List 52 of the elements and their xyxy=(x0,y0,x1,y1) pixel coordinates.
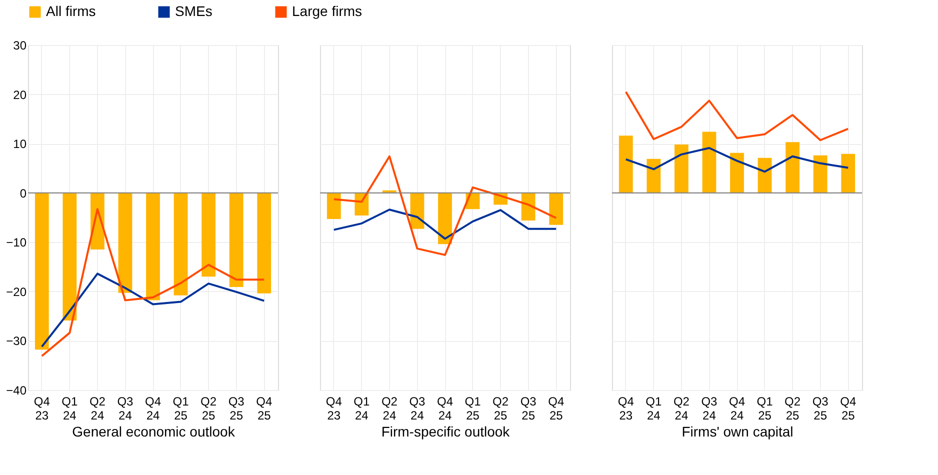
x-tick-label: Q2 25 xyxy=(200,394,217,422)
x-tick-label: Q2 24 xyxy=(673,394,690,422)
x-axis-title: Firms' own capital xyxy=(682,424,794,440)
bar xyxy=(841,154,856,193)
x-tick-label: Q1 24 xyxy=(354,394,370,422)
x-tick-label: Q4 23 xyxy=(34,394,50,422)
x-tick-label: Q3 24 xyxy=(701,394,718,422)
x-tick-label: Q4 23 xyxy=(326,394,342,422)
x-tick-label: Q2 25 xyxy=(784,394,801,422)
x-tick-label: Q1 25 xyxy=(464,394,482,422)
x-tick-label: Q4 25 xyxy=(548,394,564,422)
x-tick-label: Q1 25 xyxy=(172,394,190,422)
y-tick-label: 10 xyxy=(13,137,27,152)
x-axis-title: Firm-specific outlook xyxy=(381,424,511,440)
x-tick-label: Q4 23 xyxy=(618,394,634,422)
x-tick-label: Q1 24 xyxy=(62,394,78,422)
bar xyxy=(758,158,772,193)
line-series xyxy=(40,208,266,357)
x-tick-label: Q3 25 xyxy=(812,394,829,422)
x-tick-label: Q4 25 xyxy=(256,394,272,422)
y-tick-label: 30 xyxy=(13,38,27,52)
bar xyxy=(646,158,661,193)
x-tick-label: Q2 25 xyxy=(492,394,509,422)
line-series xyxy=(40,272,266,348)
legend-label: SMEs xyxy=(175,3,212,19)
y-tick-label: −10 xyxy=(6,236,27,250)
legend-label: All firms xyxy=(46,3,96,19)
bar xyxy=(786,142,800,193)
x-tick-label: Q3 24 xyxy=(117,394,134,422)
y-tick-label: 0 xyxy=(20,186,27,200)
x-tick-label: Q3 25 xyxy=(228,394,245,422)
bar xyxy=(618,136,633,193)
bar xyxy=(813,155,828,193)
bar xyxy=(702,132,716,193)
x-tick-label: Q2 24 xyxy=(89,394,106,422)
x-tick-label: Q4 24 xyxy=(728,394,746,422)
y-tick-label: −30 xyxy=(6,334,27,348)
legend-label: Large firms xyxy=(292,3,362,19)
y-tick-label: 20 xyxy=(13,88,27,102)
x-axis-title: General economic outlook xyxy=(72,424,236,440)
x-tick-label: Q2 24 xyxy=(381,394,398,422)
y-tick-label: −20 xyxy=(6,284,27,299)
bar xyxy=(730,152,744,193)
x-tick-label: Q3 25 xyxy=(520,394,537,422)
x-tick-label: Q3 24 xyxy=(409,394,426,422)
x-tick-label: Q4 25 xyxy=(840,394,856,422)
bar xyxy=(674,144,688,193)
x-tick-label: Q1 25 xyxy=(756,394,774,422)
y-tick-label: −40 xyxy=(6,384,27,398)
x-tick-label: Q4 24 xyxy=(144,394,162,422)
x-tick-label: Q1 24 xyxy=(646,394,662,422)
x-tick-label: Q4 24 xyxy=(436,394,454,422)
